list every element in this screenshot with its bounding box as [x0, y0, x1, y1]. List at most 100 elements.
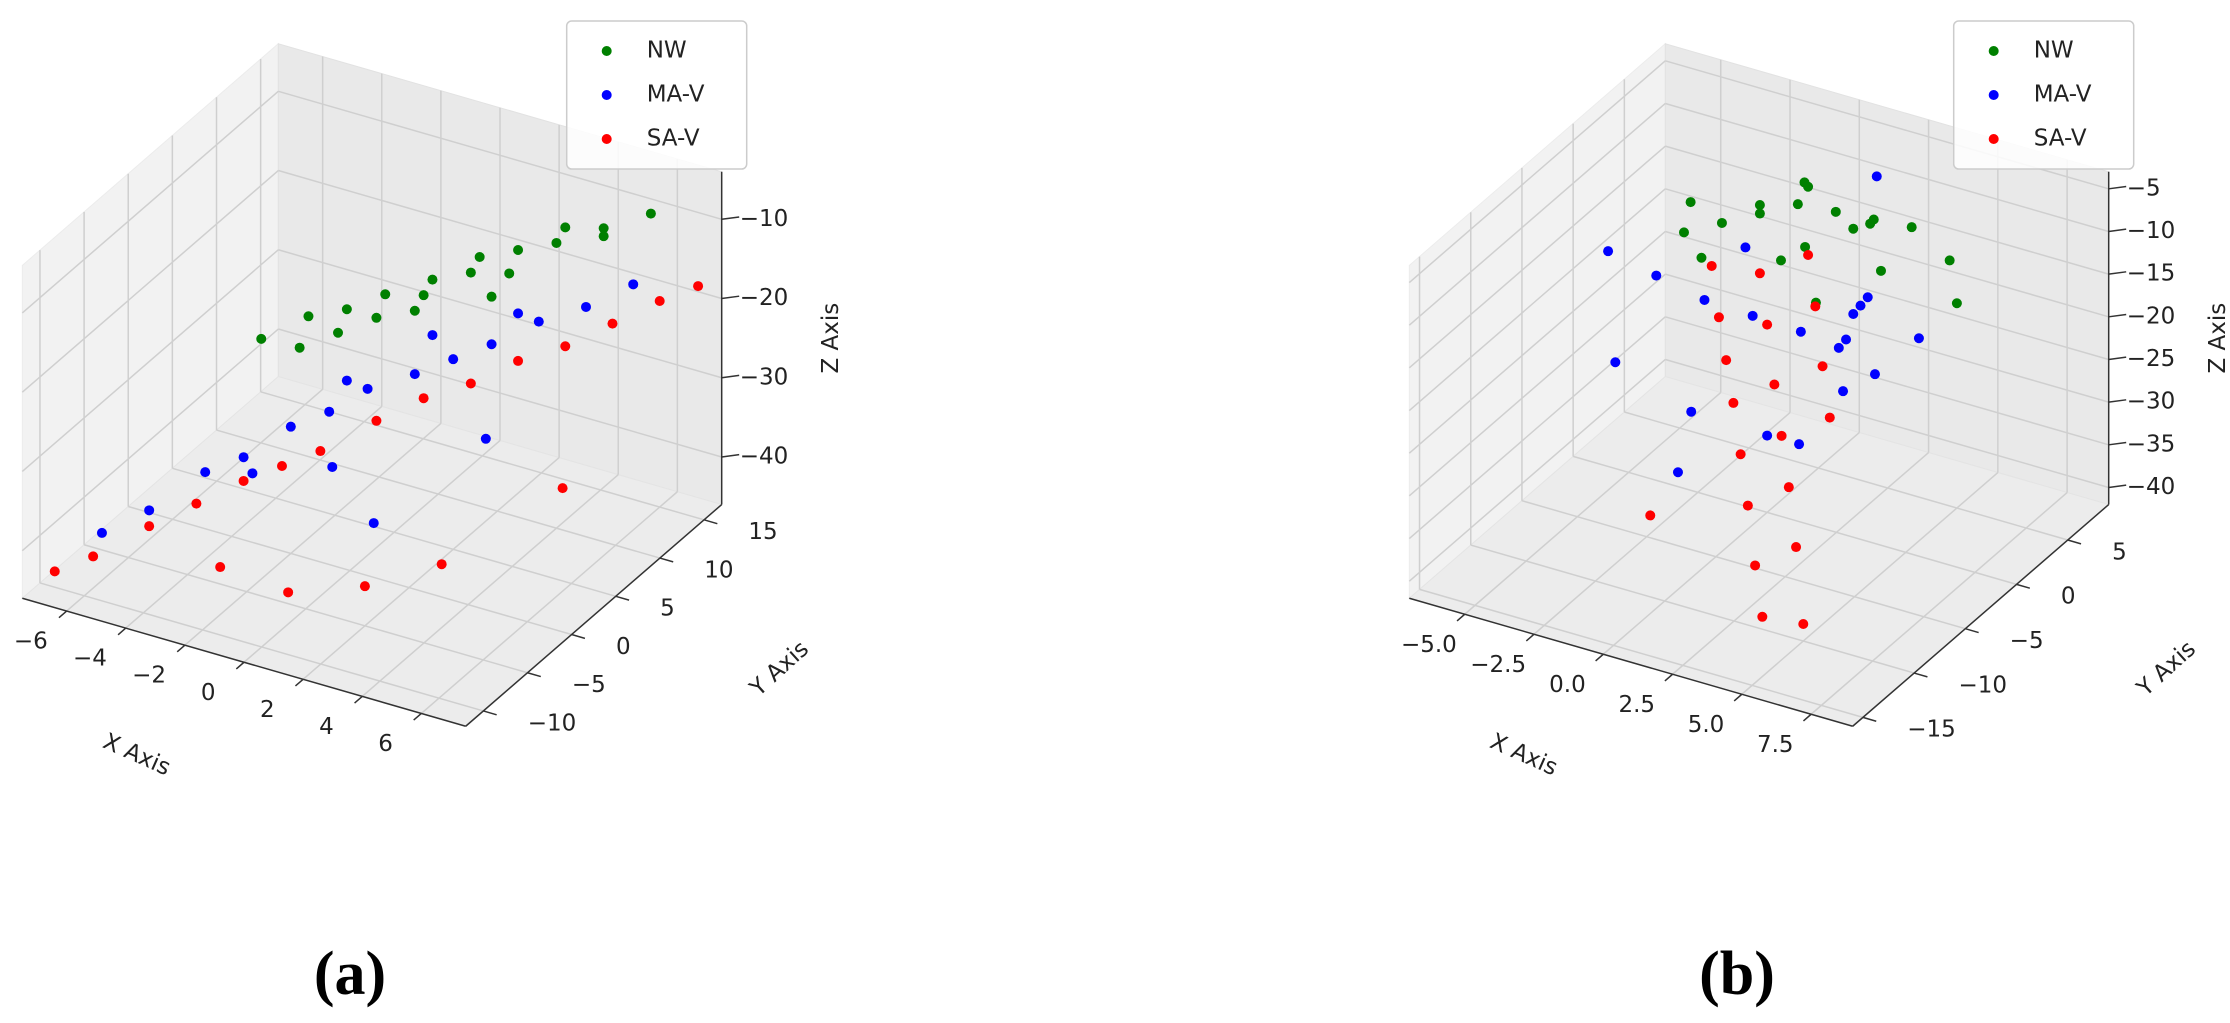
- grid-line: [39, 582, 484, 712]
- grid-line: [1408, 230, 1666, 454]
- data-point: [303, 311, 314, 322]
- data-point: [598, 231, 609, 242]
- x-axis-label: X Axis: [99, 729, 174, 782]
- data-point: [341, 304, 352, 315]
- z-tick-label: −40: [740, 444, 789, 470]
- data-point: [1913, 333, 1924, 344]
- data-point: [256, 333, 267, 344]
- data-point: [49, 566, 60, 577]
- legend-label: MA-V: [647, 82, 705, 108]
- data-point: [371, 415, 382, 426]
- tick-mark: [235, 661, 245, 670]
- z-tick-label: −20: [2127, 303, 2176, 329]
- z-tick-label: −30: [2127, 389, 2176, 415]
- data-point: [283, 587, 294, 598]
- data-point: [1865, 218, 1876, 229]
- data-point: [1651, 270, 1662, 281]
- caption: (b): [1699, 940, 1775, 1008]
- grid-line: [1665, 358, 2109, 489]
- z-tick-label: −5: [2127, 175, 2161, 201]
- data-point: [1848, 309, 1859, 320]
- data-point: [368, 518, 379, 529]
- data-point: [1841, 334, 1852, 345]
- x-tick-label: 2: [260, 697, 275, 723]
- x-tick-label: −2: [132, 663, 166, 689]
- tick-mark: [1595, 653, 1604, 662]
- legend: NW MA-V SA-V: [565, 20, 748, 170]
- grid-line: [1665, 145, 2109, 275]
- data-point: [1699, 294, 1710, 305]
- data-point: [1706, 260, 1717, 271]
- z-axis-label: Z Axis: [818, 303, 844, 374]
- grid-line: [1665, 273, 2109, 403]
- data-point: [371, 312, 382, 323]
- tick-mark: [2108, 356, 2127, 361]
- axis-line: [1409, 597, 1853, 727]
- data-point: [144, 521, 155, 532]
- data-point: [513, 308, 524, 319]
- data-point: [1783, 482, 1794, 493]
- tick-mark: [721, 453, 740, 458]
- tick-mark: [117, 627, 127, 636]
- y-tick-label: 15: [748, 519, 777, 545]
- tick-mark: [2108, 441, 2127, 446]
- grid-line: [1408, 358, 1666, 582]
- tick-mark: [176, 644, 186, 653]
- data-point: [285, 421, 296, 432]
- legend-box: [565, 20, 748, 170]
- data-point: [418, 393, 429, 404]
- tick-mark: [615, 595, 630, 601]
- grid-line: [1665, 316, 2109, 446]
- data-point: [1833, 342, 1844, 353]
- tick-mark: [58, 610, 68, 619]
- data-point: [560, 222, 571, 233]
- data-point: [324, 406, 335, 417]
- grid-line: [1624, 411, 2068, 541]
- tick-mark: [1802, 713, 1812, 722]
- data-point: [436, 559, 447, 570]
- data-point: [96, 527, 107, 538]
- legend-label: NW: [647, 38, 687, 64]
- z-tick-label: −35: [2127, 431, 2176, 457]
- data-point: [1795, 326, 1806, 337]
- data-point: [238, 475, 249, 486]
- data-point: [598, 223, 609, 234]
- data-point: [1742, 500, 1753, 511]
- data-point: [1800, 241, 1811, 252]
- y-tick-label: 5: [660, 596, 675, 622]
- tick-mark: [2108, 185, 2127, 190]
- z-tick-label: −10: [2127, 218, 2176, 244]
- grid-line: [420, 491, 678, 715]
- x-tick-label: 5.0: [1688, 712, 1725, 738]
- data-point: [1798, 618, 1809, 629]
- data-point: [1735, 449, 1746, 460]
- data-point: [607, 318, 618, 329]
- tick-mark: [2108, 399, 2127, 403]
- tick-mark: [721, 374, 740, 379]
- x-tick-label: −6: [14, 629, 48, 655]
- data-point: [654, 296, 665, 307]
- grid-line: [216, 429, 661, 559]
- tick-mark: [1456, 613, 1466, 622]
- z-axis-label: Z Axis: [2205, 303, 2230, 374]
- data-point: [1610, 357, 1621, 368]
- data-point: [294, 342, 305, 353]
- data-point: [418, 290, 429, 301]
- data-point: [1757, 611, 1768, 622]
- data-point: [1645, 510, 1656, 521]
- data-point: [448, 354, 459, 365]
- grid-line: [1419, 588, 1864, 719]
- tick-mark: [527, 672, 541, 678]
- grid-line: [21, 249, 279, 473]
- grid-line: [1741, 471, 1999, 695]
- grid-line: [128, 505, 572, 636]
- data-point: [1869, 369, 1880, 380]
- grid-line: [172, 467, 616, 598]
- z-tick-label: −30: [740, 364, 789, 390]
- x-tick-label: 0.0: [1549, 672, 1586, 698]
- grid-line: [1810, 491, 2068, 715]
- y-tick-label: 5: [2112, 539, 2127, 565]
- data-point: [1776, 430, 1787, 441]
